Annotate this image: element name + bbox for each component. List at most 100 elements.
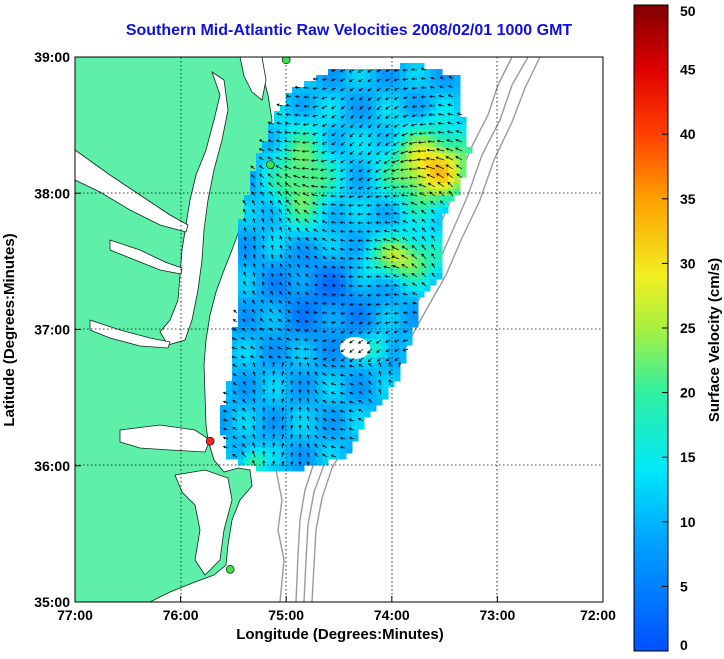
velocity-cell bbox=[400, 111, 407, 118]
velocity-arrow bbox=[411, 210, 418, 215]
velocity-arrow bbox=[262, 379, 266, 386]
velocity-arrow bbox=[331, 275, 337, 278]
velocity-cell bbox=[274, 273, 281, 280]
velocity-arrow bbox=[314, 407, 319, 413]
velocity-arrow bbox=[358, 177, 364, 181]
velocity-cell bbox=[340, 447, 347, 454]
velocity-arrow bbox=[293, 174, 301, 179]
velocity-arrow bbox=[277, 337, 283, 341]
velocity-cell bbox=[274, 327, 281, 334]
velocity-cell bbox=[298, 273, 305, 280]
velocity-cell bbox=[406, 159, 413, 166]
velocity-arrow bbox=[393, 123, 400, 128]
velocity-cell bbox=[334, 405, 341, 412]
velocity-arrow bbox=[359, 114, 364, 119]
velocity-arrow bbox=[285, 94, 292, 98]
velocity-cell bbox=[334, 447, 341, 454]
velocity-cell bbox=[316, 303, 323, 310]
velocity-cell bbox=[400, 309, 407, 316]
velocity-cell bbox=[316, 459, 323, 466]
velocity-arrow bbox=[331, 357, 337, 361]
velocity-cell bbox=[358, 405, 365, 412]
velocity-cell bbox=[256, 153, 263, 160]
velocity-cell bbox=[394, 333, 401, 340]
velocity-arrow bbox=[393, 114, 400, 119]
velocity-cell bbox=[412, 183, 419, 190]
velocity-cell bbox=[394, 183, 401, 190]
velocity-cell bbox=[280, 195, 287, 202]
velocity-arrow bbox=[232, 382, 238, 386]
velocity-cell bbox=[376, 249, 383, 256]
velocity-cell bbox=[430, 87, 437, 94]
velocity-arrow bbox=[314, 362, 319, 368]
velocity-cell bbox=[400, 321, 407, 328]
velocity-cell bbox=[232, 423, 239, 430]
velocity-cell bbox=[418, 81, 425, 88]
velocity-cell bbox=[352, 201, 359, 208]
velocity-arrow bbox=[251, 450, 256, 458]
velocity-cell bbox=[238, 351, 245, 358]
velocity-arrow bbox=[321, 96, 328, 100]
velocity-cell bbox=[310, 99, 317, 106]
velocity-cell bbox=[286, 357, 293, 364]
velocity-arrow bbox=[288, 226, 292, 233]
velocity-cell bbox=[406, 327, 413, 334]
velocity-cell bbox=[328, 423, 335, 430]
velocity-arrow bbox=[410, 123, 418, 127]
velocity-cell bbox=[304, 303, 311, 310]
velocity-cell bbox=[334, 279, 341, 286]
velocity-arrow bbox=[339, 194, 346, 198]
velocity-cell bbox=[256, 279, 263, 286]
velocity-arrow bbox=[322, 256, 328, 260]
velocity-cell bbox=[304, 375, 311, 382]
velocity-cell bbox=[430, 147, 437, 154]
velocity-cell bbox=[262, 273, 269, 280]
velocity-cell bbox=[364, 159, 371, 166]
velocity-cell bbox=[292, 285, 299, 292]
velocity-cell bbox=[346, 81, 353, 88]
velocity-cell bbox=[250, 267, 257, 274]
velocity-arrow bbox=[349, 348, 355, 353]
velocity-arrow bbox=[281, 415, 285, 422]
velocity-cell bbox=[292, 423, 299, 430]
velocity-cell bbox=[298, 327, 305, 334]
velocity-cell bbox=[298, 87, 305, 94]
velocity-cell bbox=[298, 339, 305, 346]
velocity-arrow bbox=[261, 263, 265, 269]
velocity-arrow bbox=[252, 253, 256, 260]
velocity-cell bbox=[304, 177, 311, 184]
velocity-arrow bbox=[331, 256, 337, 260]
velocity-arrow bbox=[262, 441, 266, 449]
velocity-arrow bbox=[259, 346, 265, 350]
velocity-cell bbox=[376, 213, 383, 220]
velocity-cell bbox=[364, 123, 371, 130]
velocity-cell bbox=[394, 69, 401, 76]
velocity-arrow bbox=[288, 263, 292, 269]
velocity-cell bbox=[388, 303, 395, 310]
velocity-cell bbox=[322, 135, 329, 142]
velocity-cell bbox=[466, 147, 473, 154]
velocity-cell bbox=[400, 99, 407, 106]
velocity-arrow bbox=[368, 123, 373, 129]
velocity-cell bbox=[442, 93, 449, 100]
velocity-cell bbox=[238, 447, 245, 454]
velocity-arrow bbox=[303, 356, 310, 360]
velocity-cell bbox=[352, 81, 359, 88]
velocity-arrow bbox=[306, 406, 310, 413]
velocity-arrow bbox=[358, 302, 364, 306]
velocity-cell bbox=[406, 129, 413, 136]
velocity-arrow bbox=[302, 201, 310, 206]
velocity-arrow bbox=[231, 355, 238, 359]
velocity-arrow bbox=[292, 131, 301, 135]
velocity-cell bbox=[352, 303, 359, 310]
velocity-cell bbox=[454, 105, 461, 112]
velocity-arrow bbox=[331, 114, 337, 119]
velocity-cell bbox=[340, 207, 347, 214]
velocity-arrow bbox=[357, 408, 364, 413]
velocity-cell bbox=[268, 327, 275, 334]
velocity-cell bbox=[376, 171, 383, 178]
velocity-cell bbox=[292, 237, 299, 244]
velocity-arrow bbox=[306, 415, 310, 422]
velocity-arrow bbox=[294, 104, 301, 108]
velocity-cell bbox=[370, 243, 377, 250]
